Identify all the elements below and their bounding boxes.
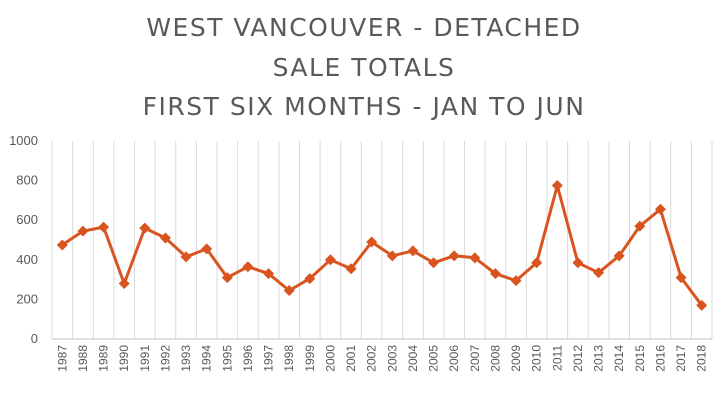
x-tick-label: 1989 (97, 345, 111, 372)
x-tick-label: 2008 (488, 345, 502, 372)
data-point-marker (510, 275, 522, 287)
x-tick-label: 1993 (179, 345, 193, 372)
data-point-marker (675, 272, 687, 284)
x-tick-label: 2007 (468, 345, 482, 372)
data-point-marker (366, 236, 378, 248)
x-tick-label: 1998 (282, 345, 296, 372)
chart-title-line-1: WEST VANCOUVER - DETACHED (146, 13, 582, 42)
data-point-marker (201, 243, 213, 255)
y-tick-label: 0 (31, 331, 38, 346)
chart-title-line-3: FIRST SIX MONTHS - JAN TO JUN (142, 92, 586, 121)
data-point-marker (407, 245, 419, 257)
x-tick-label: 2015 (633, 345, 647, 372)
x-tick-label: 1991 (138, 345, 152, 372)
y-tick-label: 800 (16, 173, 38, 188)
data-point-marker (489, 268, 501, 280)
y-tick-label: 600 (16, 212, 38, 227)
data-point-marker (159, 232, 171, 244)
x-tick-label: 1999 (303, 345, 317, 372)
x-tick-label: 2017 (674, 345, 688, 372)
data-point-marker (221, 272, 233, 284)
data-point-marker (613, 250, 625, 262)
x-tick-label: 2016 (653, 345, 667, 372)
x-tick-label: 2011 (550, 345, 564, 371)
x-tick-label: 2000 (323, 345, 337, 372)
y-tick-label: 1000 (9, 133, 38, 148)
x-tick-label: 1992 (158, 345, 172, 372)
x-tick-label: 2009 (509, 345, 523, 372)
data-point-marker (324, 254, 336, 266)
data-point-marker (572, 257, 584, 269)
x-tick-label: 2012 (571, 345, 585, 372)
data-point-marker (428, 257, 440, 269)
y-tick-label: 200 (16, 291, 38, 306)
y-tick-label: 400 (16, 252, 38, 267)
x-tick-label: 1997 (262, 345, 276, 372)
data-point-marker (654, 203, 666, 215)
x-tick-label: 2010 (530, 345, 544, 372)
x-tick-label: 1990 (117, 345, 131, 372)
data-point-marker (77, 225, 89, 237)
x-tick-label: 2003 (385, 345, 399, 372)
x-tick-label: 2013 (592, 345, 606, 372)
data-point-marker (345, 263, 357, 275)
data-point-marker (139, 222, 151, 234)
x-tick-label: 1995 (220, 345, 234, 372)
x-tick-label: 2006 (447, 345, 461, 372)
data-point-marker (634, 220, 646, 232)
data-point-marker (98, 221, 110, 233)
data-point-marker (551, 180, 563, 192)
chart-title-line-2: SALE TOTALS (272, 53, 456, 82)
x-tick-label: 2001 (344, 345, 358, 372)
x-tick-label: 2014 (612, 345, 626, 372)
data-point-marker (180, 251, 192, 263)
x-tick-label: 2018 (695, 345, 709, 372)
data-point-marker (386, 250, 398, 262)
x-tick-label: 2004 (406, 345, 420, 372)
x-tick-label: 1988 (76, 345, 90, 372)
data-point-marker (469, 252, 481, 264)
x-tick-label: 1987 (55, 345, 69, 372)
data-point-marker (283, 284, 295, 296)
data-point-marker (118, 278, 130, 290)
data-point-marker (56, 239, 68, 251)
x-tick-label: 2005 (427, 345, 441, 372)
data-point-marker (696, 299, 708, 311)
data-point-marker (531, 257, 543, 269)
data-point-marker (242, 261, 254, 273)
data-point-marker (304, 273, 316, 285)
x-tick-label: 1996 (241, 345, 255, 372)
data-point-marker (593, 267, 605, 279)
x-tick-label: 2002 (365, 345, 379, 372)
data-point-marker (263, 268, 275, 280)
data-point-marker (448, 250, 460, 262)
x-tick-label: 1994 (200, 345, 214, 372)
